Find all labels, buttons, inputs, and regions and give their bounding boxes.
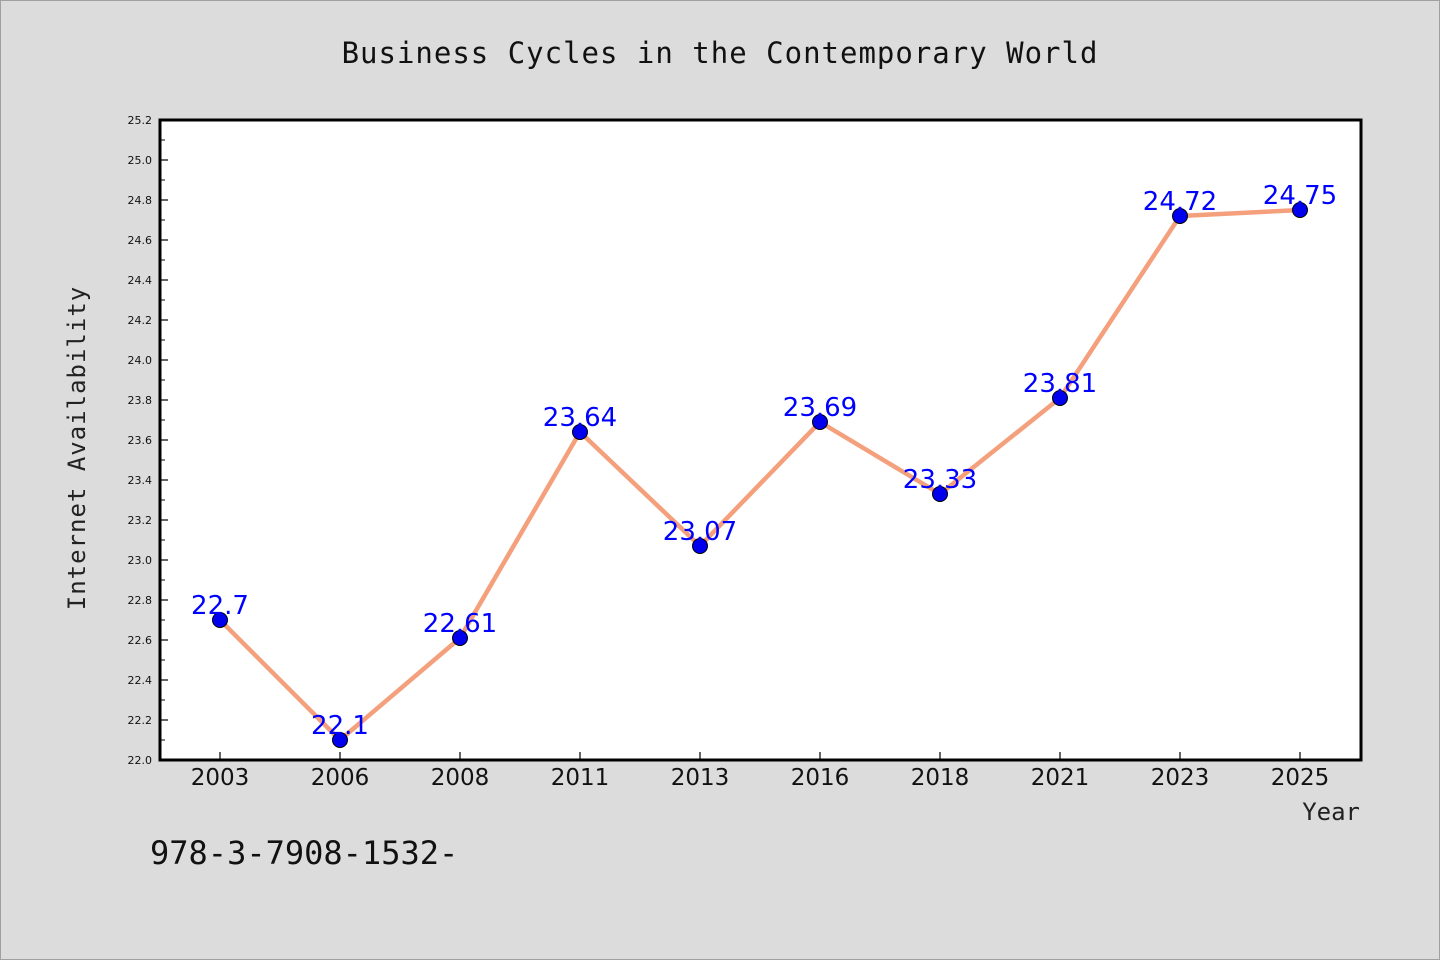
- x-tick-label: 2008: [431, 765, 490, 791]
- data-point-2011: [572, 424, 588, 440]
- y-tick-label: 25.2: [128, 114, 153, 127]
- data-point-2021: [1052, 390, 1068, 406]
- y-tick-label: 23.8: [128, 394, 153, 407]
- footnote-isbn: 978-3-7908-1532-: [150, 834, 458, 872]
- plot-area: [160, 120, 1361, 760]
- y-tick-label: 22.8: [128, 594, 153, 607]
- x-tick-label: 2003: [191, 765, 250, 791]
- series-markers: [212, 202, 1308, 748]
- data-label-2021: 23.81: [1023, 369, 1097, 399]
- data-label-2008: 22.61: [423, 609, 497, 639]
- y-tick-label: 24.6: [128, 234, 153, 247]
- data-point-2016: [812, 414, 828, 430]
- data-label-2003: 22.7: [191, 591, 249, 621]
- y-tick-label: 22.0: [128, 754, 153, 767]
- y-tick-label: 24.2: [128, 314, 153, 327]
- x-tick-label: 2021: [1031, 765, 1090, 791]
- y-tick-label: 23.0: [128, 554, 153, 567]
- y-tick-label: 22.2: [128, 714, 153, 727]
- y-tick-label: 23.2: [128, 514, 153, 527]
- x-tick-label: 2025: [1271, 765, 1330, 791]
- data-point-2025: [1292, 202, 1308, 218]
- y-tick-label: 23.4: [128, 474, 153, 487]
- data-label-2018: 23.33: [903, 465, 977, 495]
- series-line: [217, 207, 1303, 743]
- data-label-2016: 23.69: [783, 393, 857, 423]
- x-tick-label: 2011: [551, 765, 610, 791]
- x-tick-label: 2006: [311, 765, 370, 791]
- x-tick-label: 2013: [671, 765, 730, 791]
- data-point-2013: [692, 538, 708, 554]
- x-axis-label: Year: [1302, 798, 1360, 826]
- y-tick-label: 24.4: [128, 274, 153, 287]
- y-tick-label: 22.4: [128, 674, 153, 687]
- data-label-2023: 24.72: [1143, 187, 1217, 217]
- data-label-2025: 24.75: [1263, 181, 1337, 211]
- chart-title: Business Cycles in the Contemporary Worl…: [342, 36, 1099, 70]
- data-point-2003: [212, 612, 228, 628]
- x-tick-label: 2016: [791, 765, 850, 791]
- data-label-2011: 23.64: [543, 403, 617, 433]
- series-line-path: [217, 207, 1303, 743]
- plot-border: [158, 118, 1363, 762]
- data-point-2006: [332, 732, 348, 748]
- y-tick-label: 23.6: [128, 434, 153, 447]
- data-labels: 22.7 22.1 22.61 23.64 23.07 23.69 23.33 23.81 24…: [191, 181, 1337, 741]
- data-point-2023: [1172, 208, 1188, 224]
- data-point-2008: [452, 630, 468, 646]
- y-tick-label: 22.6: [128, 634, 153, 647]
- y-axis-label: Internet Availability: [63, 286, 91, 610]
- data-point-2018: [932, 486, 948, 502]
- x-tick-label: 2018: [911, 765, 970, 791]
- data-label-2013: 23.07: [663, 517, 737, 547]
- data-label-2006: 22.1: [311, 711, 369, 741]
- y-tick-label: 24.8: [128, 194, 153, 207]
- x-axis-ticks: 2003 2006 2008 2011 2013 2016 2018 2021 2023 2025: [191, 752, 1330, 791]
- y-tick-label: 25.0: [128, 154, 153, 167]
- x-tick-label: 2023: [1151, 765, 1210, 791]
- y-tick-label: 24.0: [128, 354, 153, 367]
